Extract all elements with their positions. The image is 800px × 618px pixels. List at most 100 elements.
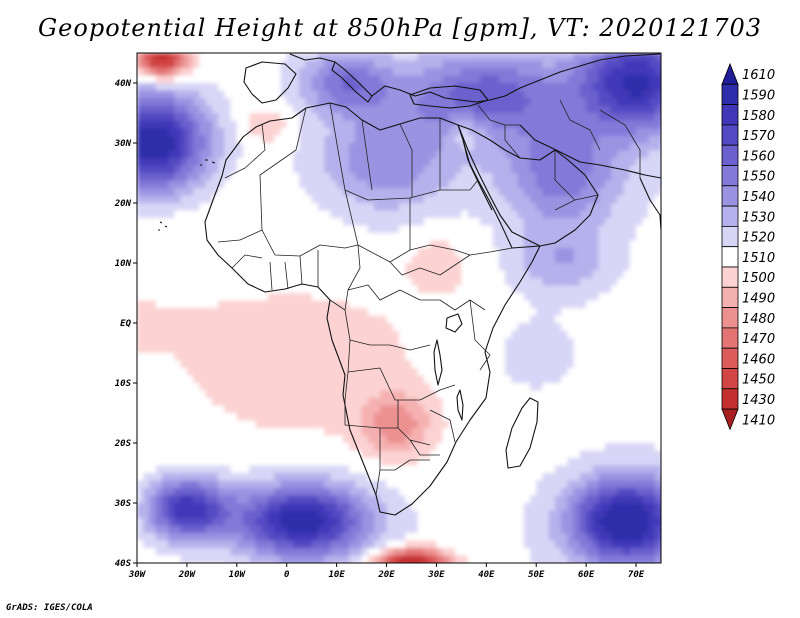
field-cell bbox=[423, 158, 431, 167]
field-cell bbox=[498, 83, 506, 92]
field-cell bbox=[149, 450, 157, 459]
field-cell bbox=[317, 285, 325, 294]
field-cell bbox=[236, 390, 244, 399]
field-cell bbox=[654, 263, 661, 272]
field-cell bbox=[567, 98, 575, 107]
field-cell bbox=[592, 158, 600, 167]
field-cell bbox=[642, 300, 650, 309]
field-cell bbox=[261, 443, 269, 452]
field-cell bbox=[592, 285, 600, 294]
field-cell bbox=[149, 278, 157, 287]
field-cell bbox=[530, 98, 537, 107]
field-cell bbox=[430, 383, 438, 392]
field-cell bbox=[486, 480, 494, 489]
field-cell bbox=[174, 83, 182, 92]
field-cell bbox=[423, 255, 431, 264]
field-cell bbox=[604, 375, 612, 384]
field-cell bbox=[199, 375, 207, 384]
field-cell bbox=[405, 450, 413, 459]
field-cell bbox=[261, 173, 269, 182]
field-cell bbox=[161, 188, 169, 197]
field-cell bbox=[355, 218, 363, 227]
field-cell bbox=[611, 473, 618, 482]
field-cell bbox=[542, 255, 550, 264]
field-cell bbox=[161, 150, 169, 159]
field-cell bbox=[261, 375, 269, 384]
field-cell bbox=[511, 458, 519, 467]
field-cell bbox=[567, 293, 575, 302]
field-cell bbox=[417, 398, 425, 407]
field-cell bbox=[324, 210, 331, 219]
field-cell bbox=[218, 128, 225, 137]
field-cell bbox=[548, 113, 556, 122]
field-cell bbox=[380, 60, 388, 69]
field-cell bbox=[374, 165, 381, 174]
field-cell bbox=[193, 263, 200, 272]
field-cell bbox=[579, 465, 587, 474]
field-cell bbox=[367, 75, 375, 84]
field-cell bbox=[243, 173, 250, 182]
field-cell bbox=[199, 368, 207, 377]
field-cell bbox=[274, 450, 282, 459]
field-cell bbox=[236, 413, 244, 422]
field-cell bbox=[374, 360, 381, 369]
field-cell bbox=[492, 383, 500, 392]
field-cell bbox=[604, 390, 612, 399]
field-cell bbox=[367, 405, 375, 414]
field-cell bbox=[430, 285, 438, 294]
field-cell bbox=[442, 135, 450, 144]
field-cell bbox=[205, 345, 213, 354]
field-cell bbox=[311, 173, 319, 182]
field-cell bbox=[268, 255, 275, 264]
field-cell bbox=[436, 225, 444, 234]
field-cell bbox=[423, 263, 431, 272]
field-cell bbox=[448, 293, 456, 302]
field-cell bbox=[255, 338, 263, 347]
field-cell bbox=[511, 173, 519, 182]
field-cell bbox=[661, 91, 668, 99]
field-cell bbox=[536, 218, 544, 227]
field-cell bbox=[174, 68, 182, 77]
field-cell bbox=[224, 263, 232, 272]
field-cell bbox=[324, 360, 331, 369]
field-cell bbox=[218, 83, 225, 92]
field-cell bbox=[405, 203, 413, 212]
field-cell bbox=[486, 263, 494, 272]
field-cell bbox=[205, 225, 213, 234]
field-cell bbox=[473, 488, 481, 497]
field-cell bbox=[399, 188, 406, 197]
field-cell bbox=[405, 225, 413, 234]
field-cell bbox=[174, 480, 182, 489]
field-cell bbox=[405, 105, 413, 114]
field-cell bbox=[536, 263, 544, 272]
field-cell bbox=[305, 98, 313, 107]
field-cell bbox=[442, 420, 450, 429]
field-cell bbox=[661, 173, 668, 181]
field-cell bbox=[442, 330, 450, 339]
field-cell bbox=[461, 263, 469, 272]
field-cell bbox=[473, 150, 481, 159]
field-cell bbox=[648, 405, 656, 414]
field-cell bbox=[236, 150, 244, 159]
field-cell bbox=[623, 128, 631, 137]
field-cell bbox=[230, 435, 238, 444]
field-cell bbox=[598, 128, 606, 137]
field-cell bbox=[448, 323, 456, 332]
field-cell bbox=[261, 323, 269, 332]
field-cell bbox=[199, 300, 207, 309]
field-cell bbox=[255, 158, 263, 167]
field-cell bbox=[567, 390, 575, 399]
field-cell bbox=[361, 128, 369, 137]
field-cell bbox=[517, 278, 525, 287]
field-cell bbox=[392, 255, 400, 264]
field-cell bbox=[186, 105, 194, 114]
field-cell bbox=[211, 458, 219, 467]
field-cell bbox=[268, 120, 275, 129]
field-cell bbox=[161, 435, 169, 444]
field-cell bbox=[548, 203, 556, 212]
field-cell bbox=[317, 345, 325, 354]
field-cell bbox=[498, 270, 506, 279]
field-cell bbox=[374, 458, 381, 467]
field-cell bbox=[349, 390, 356, 399]
field-cell bbox=[567, 203, 575, 212]
